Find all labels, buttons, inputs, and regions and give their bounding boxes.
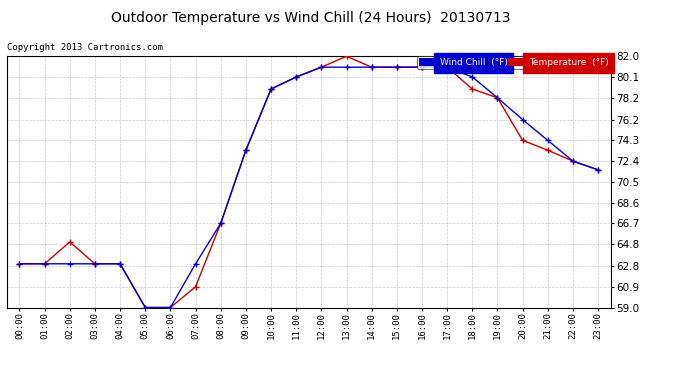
Legend: Wind Chill  (°F), Temperature  (°F): Wind Chill (°F), Temperature (°F) <box>417 56 611 69</box>
Text: Outdoor Temperature vs Wind Chill (24 Hours)  20130713: Outdoor Temperature vs Wind Chill (24 Ho… <box>111 11 510 25</box>
Text: Copyright 2013 Cartronics.com: Copyright 2013 Cartronics.com <box>7 43 163 52</box>
